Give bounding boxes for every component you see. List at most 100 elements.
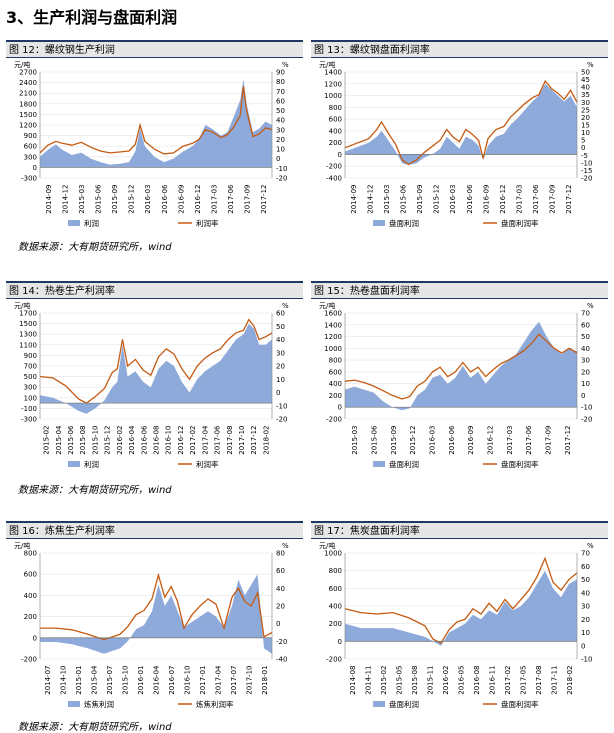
y-right-tick-label: -20 xyxy=(276,175,287,183)
series-area-炼焦利润 xyxy=(40,574,272,654)
x-tick-label: 2015-12 xyxy=(104,426,112,455)
y-left-tick-label: 1400 xyxy=(324,69,342,77)
right-axis-unit: % xyxy=(587,302,594,310)
x-tick-label: 2017-09 xyxy=(244,185,252,214)
chart-panel-fig15: 图 15：热卷盘面利润率 元/吨% -200 0 200 400 600 800 1000 12… xyxy=(311,281,608,477)
y-left-tick-label: -200 xyxy=(21,656,37,664)
y-left-tick-label: -200 xyxy=(326,656,342,664)
x-tick-label: 2016-11 xyxy=(488,666,496,695)
x-tick-label: 2017-06 xyxy=(227,184,235,214)
x-tick-label: 2015-04 xyxy=(55,425,63,455)
series-line-盘面利润率 xyxy=(344,333,578,400)
y-right-tick-label: 40 xyxy=(581,589,590,597)
y-left-tick-label: 1500 xyxy=(19,320,37,328)
chart-plot-fig15: 元/吨 %-20002004006008001000120014001600-20… xyxy=(319,301,594,469)
x-tick-label: 2016-06 xyxy=(466,184,474,214)
x-tick-label: 2015-12 xyxy=(409,426,417,455)
y-right-tick-label: 15 xyxy=(581,122,590,130)
y-right-tick-label: 40 xyxy=(581,84,590,92)
y-right-tick-label: 30 xyxy=(581,357,590,365)
legend-label: 盘面利润率 xyxy=(501,218,539,228)
y-right-tick-label: 10 xyxy=(581,380,590,388)
series-line-盘面利润率 xyxy=(344,79,578,166)
x-tick-label: 2017-03 xyxy=(516,185,524,214)
y-left-tick-label: 100 xyxy=(24,394,37,402)
y-right-tick-label: 30 xyxy=(581,99,590,107)
y-left-tick-label: 400 xyxy=(24,592,37,600)
y-right-tick-label: 20 xyxy=(276,363,285,371)
x-tick-label: 2016-08 xyxy=(153,426,161,455)
x-tick-label: 2017-12 xyxy=(260,185,268,214)
legend-label: 炼焦利润率 xyxy=(196,699,234,709)
x-tick-label: 2017-06 xyxy=(525,425,533,455)
y-left-tick-label: 0 xyxy=(338,151,342,159)
y-left-tick-label: 2700 xyxy=(19,69,37,77)
y-right-tick-label: 20 xyxy=(581,368,590,376)
x-tick-label: 2018-02 xyxy=(262,426,270,455)
chart-title: 图 17：焦炭盘面利润率 xyxy=(311,521,608,539)
y-left-tick-label: 200 xyxy=(329,392,342,400)
y-right-tick-label: 70 xyxy=(276,88,285,96)
y-right-tick-label: 60 xyxy=(581,321,590,329)
x-tick-label: 2017-12 xyxy=(565,185,573,214)
y-right-tick-label: -15 xyxy=(581,167,592,175)
x-tick-label: 2016-10 xyxy=(165,426,173,455)
legend-swatch-area xyxy=(68,220,80,226)
left-axis-unit: 元/吨 xyxy=(14,541,30,550)
y-left-tick-label: -200 xyxy=(326,163,342,171)
y-left-tick-label: 300 xyxy=(24,153,37,161)
x-tick-label: 2015-02 xyxy=(380,666,388,695)
chart-panel-fig14: 图 14：热卷生产利润率 元/吨% -300 -100 100 300 500 700 900… xyxy=(6,281,303,477)
y-left-tick-label: 1500 xyxy=(19,111,37,119)
y-right-tick-label: 50 xyxy=(581,576,590,584)
y-right-tick-label: -5 xyxy=(581,152,588,160)
x-tick-label: 2015-08 xyxy=(411,666,419,695)
y-right-tick-label: 0 xyxy=(581,392,585,400)
x-tick-label: 2016-02 xyxy=(116,426,124,455)
y-right-tick-label: 20 xyxy=(581,616,590,624)
x-tick-label: 2015-12 xyxy=(128,185,136,214)
y-right-tick-label: 0 xyxy=(581,642,585,650)
legend-swatch-area xyxy=(373,220,385,226)
y-right-tick-label: 60 xyxy=(276,567,285,575)
x-tick-label: 2015-01 xyxy=(75,666,83,695)
y-left-tick-label: 2400 xyxy=(19,79,37,87)
y-right-tick-label: 0 xyxy=(581,144,585,152)
legend-swatch-area xyxy=(373,461,385,467)
legend-swatch-area xyxy=(373,701,385,707)
x-tick-label: 2016-12 xyxy=(487,426,495,455)
x-tick-label: 2016-04 xyxy=(128,425,136,455)
x-tick-label: 2017-02 xyxy=(189,426,197,455)
x-tick-label: 2016-03 xyxy=(449,185,457,214)
left-axis-unit: 元/吨 xyxy=(14,301,30,310)
y-left-tick-label: 1000 xyxy=(324,345,342,353)
x-tick-label: 2014-09 xyxy=(45,185,53,214)
y-right-tick-label: 0 xyxy=(276,389,280,397)
y-right-tick-label: 40 xyxy=(276,117,285,125)
x-tick-label: 2015-09 xyxy=(390,426,398,455)
y-left-tick-label: 600 xyxy=(24,571,37,579)
legend-label: 利润率 xyxy=(196,459,219,469)
x-tick-label: 2015-08 xyxy=(79,426,87,455)
y-right-tick-label: 40 xyxy=(581,345,590,353)
y-right-tick-label: 0 xyxy=(276,620,280,628)
chart-panel-fig17: 图 17：焦炭盘面利润率 元/吨% -200 0 200 400 600 800 1000 -1… xyxy=(311,521,608,717)
x-tick-label: 2017-06 xyxy=(214,425,222,455)
y-left-tick-label: 1200 xyxy=(19,122,37,130)
y-right-tick-label: 35 xyxy=(581,91,590,99)
y-right-tick-label: 70 xyxy=(581,550,590,558)
x-tick-label: 2015-11 xyxy=(427,666,435,695)
y-left-tick-label: -100 xyxy=(21,405,37,413)
y-right-tick-label: 45 xyxy=(581,76,590,84)
chart-plot-fig12: 元/吨 %-30003006009001200150018002100240027… xyxy=(14,60,289,228)
y-left-tick-label: 1200 xyxy=(324,333,342,341)
x-tick-label: 2017-10 xyxy=(238,426,246,455)
x-tick-label: 2015-10 xyxy=(91,426,99,455)
x-tick-label: 2016-12 xyxy=(194,185,202,214)
left-axis-unit: 元/吨 xyxy=(319,541,335,550)
y-left-tick-label: 800 xyxy=(329,357,342,365)
x-tick-label: 2017-10 xyxy=(245,666,253,695)
right-axis-unit: % xyxy=(587,61,594,69)
x-tick-label: 2016-03 xyxy=(429,426,437,455)
y-left-tick-label: 700 xyxy=(24,363,37,371)
